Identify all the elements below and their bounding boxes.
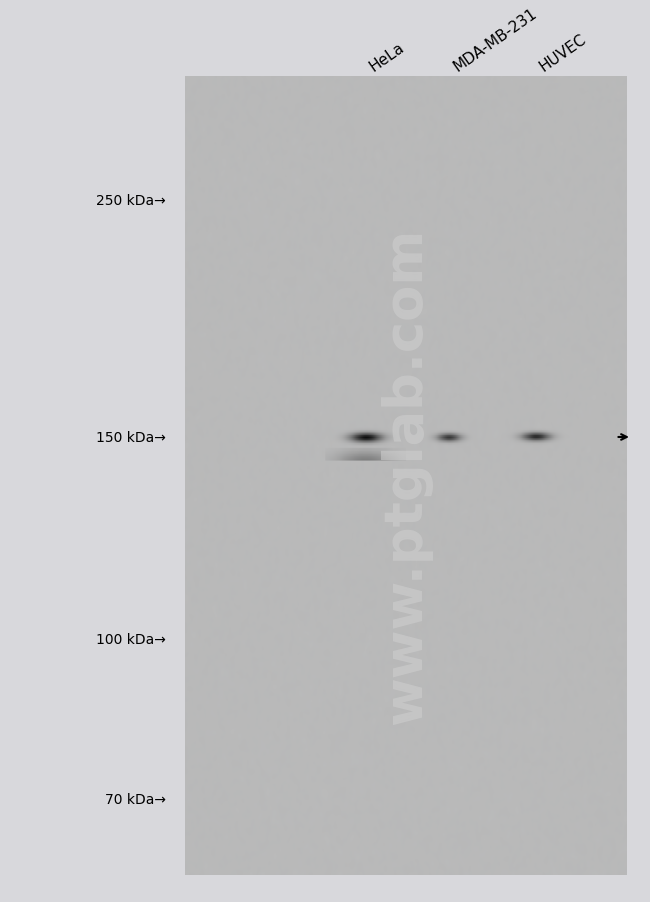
- Text: MDA-MB-231: MDA-MB-231: [450, 5, 540, 74]
- Text: 100 kDa→: 100 kDa→: [96, 632, 166, 647]
- Text: 150 kDa→: 150 kDa→: [96, 430, 166, 445]
- Text: www.ptglab.com: www.ptglab.com: [380, 227, 432, 724]
- Text: HeLa: HeLa: [367, 40, 407, 74]
- Text: 70 kDa→: 70 kDa→: [105, 792, 166, 806]
- Text: 250 kDa→: 250 kDa→: [96, 193, 166, 207]
- Text: HUVEC: HUVEC: [537, 31, 589, 74]
